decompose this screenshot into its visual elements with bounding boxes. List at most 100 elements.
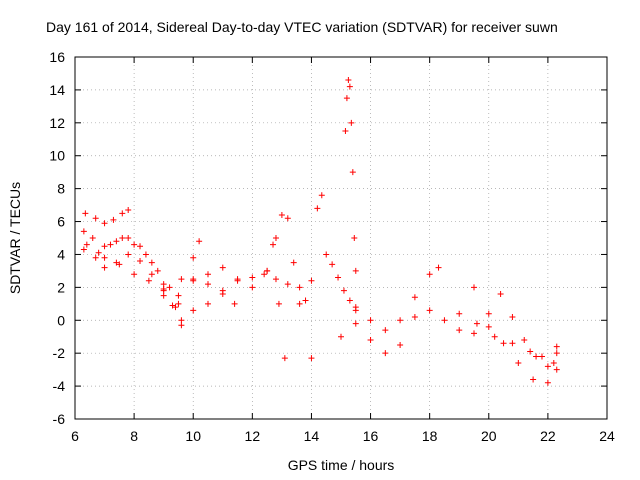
data-point [80, 246, 87, 253]
data-point [538, 353, 545, 360]
y-axis-label: SDTVAR / TECUs [7, 182, 23, 294]
data-point [137, 258, 144, 265]
data-point [160, 292, 167, 299]
data-point [553, 350, 560, 357]
data-point [92, 215, 99, 222]
x-tick-label: 22 [540, 428, 556, 444]
data-point [131, 271, 138, 278]
data-point [190, 254, 197, 261]
y-tick-label: 0 [57, 312, 65, 328]
data-point [352, 267, 359, 274]
data-point [553, 343, 560, 350]
data-point [290, 259, 297, 266]
data-point [550, 360, 557, 367]
y-tick-label: 14 [49, 82, 65, 98]
plot-data [80, 77, 560, 386]
series-track-m [471, 284, 560, 386]
data-point [296, 300, 303, 307]
series-track-k [338, 264, 442, 340]
data-point [497, 290, 504, 297]
data-point [471, 284, 477, 291]
data-point [318, 192, 325, 199]
data-point [119, 210, 126, 217]
data-point [148, 259, 155, 266]
data-point [125, 235, 132, 241]
data-point [515, 360, 522, 367]
series-track-e [101, 254, 238, 307]
data-point [346, 297, 353, 304]
series-track-d [83, 235, 203, 291]
data-point [411, 313, 418, 320]
y-tick-label: 8 [57, 181, 65, 197]
data-point [272, 235, 279, 241]
data-point [456, 327, 463, 334]
x-tick-label: 10 [185, 428, 201, 444]
data-point [397, 317, 404, 324]
data-point [553, 366, 560, 373]
data-point [397, 341, 404, 348]
data-point [456, 310, 463, 317]
data-point [92, 254, 99, 261]
data-point [329, 261, 336, 268]
data-point [275, 300, 282, 307]
x-tick-label: 16 [363, 428, 379, 444]
data-point [101, 243, 108, 250]
data-point [533, 353, 540, 360]
data-point [131, 241, 138, 248]
data-point [491, 333, 498, 340]
data-point [166, 284, 173, 291]
data-point [154, 267, 161, 274]
data-point [345, 77, 352, 84]
data-point [308, 277, 315, 284]
data-point [527, 348, 534, 355]
data-point [190, 276, 197, 283]
data-point [530, 376, 537, 383]
y-tick-label: 6 [57, 214, 65, 230]
x-tick-label: 8 [130, 428, 138, 444]
data-point [382, 327, 389, 334]
series-track-g [190, 264, 315, 291]
data-point [302, 297, 309, 304]
x-tick-label: 6 [71, 428, 79, 444]
data-point [351, 235, 358, 241]
data-point [343, 95, 350, 102]
data-point [137, 243, 144, 250]
chart-title: Day 161 of 2014, Sidereal Day-to-day VTE… [46, 19, 558, 35]
data-point [473, 320, 480, 327]
data-point [314, 205, 321, 212]
y-tick-label: 10 [49, 148, 65, 164]
data-point [346, 83, 353, 90]
data-point [89, 235, 96, 241]
x-tick-label: 12 [245, 428, 261, 444]
series-track-a [82, 207, 132, 227]
data-point [107, 241, 114, 248]
data-point [83, 241, 90, 248]
data-point [340, 287, 347, 294]
data-point [113, 238, 120, 245]
data-point [178, 322, 185, 329]
data-point [352, 320, 359, 327]
data-point [270, 241, 277, 248]
data-point [441, 317, 448, 324]
y-tick-label: 4 [57, 246, 65, 262]
data-point [119, 235, 126, 241]
data-point [500, 340, 507, 347]
data-point [261, 271, 268, 278]
data-point [101, 254, 108, 261]
data-point [544, 379, 551, 386]
data-point [145, 277, 152, 284]
series-track-f [160, 211, 285, 314]
data-point [284, 281, 291, 288]
data-point [205, 271, 211, 278]
series-track-n [497, 290, 560, 370]
data-point [231, 300, 238, 307]
data-point [323, 251, 330, 258]
data-point [544, 363, 551, 370]
data-point [219, 287, 226, 294]
x-axis-label: GPS time / hours [288, 457, 395, 473]
y-tick-label: -4 [53, 378, 66, 394]
y-tick-label: -6 [53, 411, 66, 427]
grid-lines [75, 57, 607, 419]
